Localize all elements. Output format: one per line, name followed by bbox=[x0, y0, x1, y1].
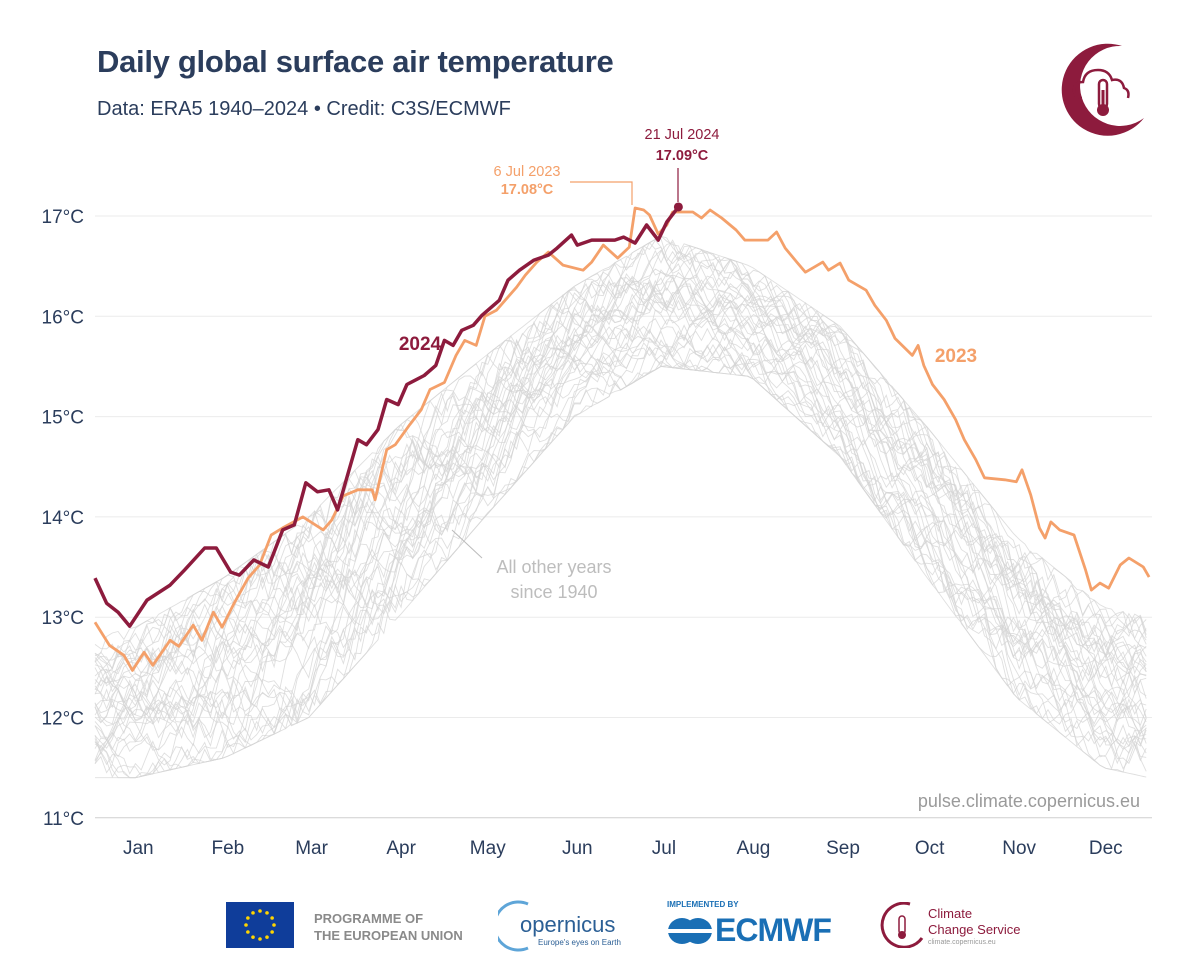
c3s-url: climate.copernicus.eu bbox=[928, 939, 996, 946]
pointer-other-years bbox=[451, 529, 483, 559]
chart-title: Daily global surface air temperature bbox=[97, 44, 614, 79]
eu-star bbox=[258, 937, 262, 941]
x-tick-label: Jul bbox=[652, 838, 676, 859]
x-tick-label: Apr bbox=[386, 838, 416, 859]
eu-star bbox=[246, 916, 250, 920]
eu-star bbox=[258, 909, 262, 913]
x-tick-label: Jan bbox=[123, 838, 154, 859]
other-year-line bbox=[94, 245, 1147, 657]
copernicus-logo: opernicus Europe's eyes on Earth bbox=[498, 900, 633, 952]
peak-2024-value: 17.09°C bbox=[656, 148, 709, 164]
logo-crescent bbox=[1061, 43, 1144, 136]
ecmwf-text: ECMWF bbox=[715, 912, 832, 948]
copernicus-name: opernicus bbox=[520, 912, 616, 937]
other-year-line bbox=[94, 263, 1147, 754]
label-2023: 2023 bbox=[935, 346, 977, 367]
climate-change-service-logo bbox=[1061, 43, 1144, 136]
c3s-line1: Climate bbox=[928, 906, 973, 921]
peak-2023-date: 6 Jul 2023 bbox=[494, 164, 561, 180]
eu-star bbox=[246, 930, 250, 934]
other-year-line bbox=[94, 342, 1147, 775]
other-year-line bbox=[94, 344, 1147, 754]
x-tick-label: Dec bbox=[1089, 838, 1123, 859]
other-year-line bbox=[94, 339, 1147, 742]
source-url: pulse.climate.copernicus.eu bbox=[918, 791, 1140, 811]
eu-star bbox=[251, 911, 255, 915]
other-year-line bbox=[94, 275, 1147, 758]
other-year-line bbox=[94, 235, 1147, 673]
x-tick-label: Oct bbox=[915, 838, 945, 859]
other-year-line bbox=[94, 288, 1147, 716]
other-year-line bbox=[94, 312, 1147, 755]
series-line-2024 bbox=[93, 205, 680, 628]
eu-star bbox=[251, 935, 255, 939]
peak-2024-date: 21 Jul 2024 bbox=[645, 127, 720, 143]
x-tick-label: Jun bbox=[562, 838, 593, 859]
y-tick-label: 14°C bbox=[42, 508, 84, 529]
eu-star bbox=[270, 916, 274, 920]
y-tick-label: 16°C bbox=[42, 307, 84, 328]
other-year-line bbox=[94, 239, 1147, 672]
peak-2024-marker bbox=[673, 202, 683, 212]
eu-star bbox=[244, 923, 248, 927]
other-year-line bbox=[94, 250, 1147, 685]
chart-subtitle: Data: ERA5 1940–2024 • Credit: C3S/ECMWF bbox=[97, 98, 511, 120]
x-tick-label: Nov bbox=[1002, 838, 1036, 859]
other-year-line bbox=[94, 337, 1147, 765]
x-tick-label: Feb bbox=[211, 838, 244, 859]
other-year-line bbox=[94, 285, 1147, 695]
other-year-line bbox=[94, 329, 1147, 749]
eu-line1: PROGRAMME OF bbox=[314, 911, 424, 926]
y-tick-label: 13°C bbox=[42, 608, 84, 629]
other-year-line bbox=[94, 279, 1147, 726]
x-tick-label: Aug bbox=[737, 838, 771, 859]
label-other-years-2: since 1940 bbox=[510, 582, 597, 602]
other-year-line bbox=[94, 239, 1147, 684]
eu-programme-text: PROGRAMME OF THE EUROPEAN UNION bbox=[314, 910, 463, 944]
other-year-line bbox=[94, 291, 1147, 723]
implemented-by: IMPLEMENTED BY bbox=[667, 900, 739, 909]
eu-star bbox=[265, 935, 269, 939]
c3s-logo: Climate Change Service climate.copernicu… bbox=[880, 900, 1030, 950]
x-tick-label: May bbox=[470, 838, 506, 859]
other-year-line bbox=[94, 276, 1147, 725]
x-tick-label: Sep bbox=[826, 838, 860, 859]
eu-star bbox=[270, 930, 274, 934]
other-year-line bbox=[94, 288, 1147, 735]
eu-flag-icon bbox=[226, 902, 294, 948]
y-tick-label: 11°C bbox=[43, 809, 84, 830]
peak-2023-value: 17.08°C bbox=[501, 182, 554, 198]
other-year-line bbox=[94, 242, 1147, 675]
other-year-line bbox=[94, 274, 1147, 714]
y-tick-label: 17°C bbox=[42, 207, 84, 228]
copernicus-tagline: Europe's eyes on Earth bbox=[538, 938, 621, 947]
other-year-line bbox=[94, 258, 1147, 689]
connector-2023-peak bbox=[570, 181, 633, 205]
other-year-line bbox=[94, 242, 1147, 672]
series-line-2023 bbox=[93, 206, 1151, 672]
other-year-line bbox=[94, 309, 1147, 742]
eu-star bbox=[272, 923, 276, 927]
cloud-icon bbox=[1072, 68, 1130, 100]
c3s-line2: Change Service bbox=[928, 922, 1021, 937]
y-tick-label: 15°C bbox=[42, 408, 84, 429]
other-year-line bbox=[94, 336, 1147, 765]
ecmwf-logo: IMPLEMENTED BY ECMWF bbox=[667, 900, 857, 950]
temperature-chart: 11°C 12°C 13°C 14°C 15°C 16°C 17°C Jan Feb Mar Ap… bbox=[42, 127, 1152, 859]
eu-line2: THE EUROPEAN UNION bbox=[314, 928, 463, 943]
y-tick-label: 12°C bbox=[42, 709, 84, 730]
x-tick-label: Mar bbox=[295, 838, 328, 859]
label-2024: 2024 bbox=[399, 334, 442, 355]
eu-star bbox=[265, 911, 269, 915]
label-other-years-1: All other years bbox=[496, 557, 611, 577]
